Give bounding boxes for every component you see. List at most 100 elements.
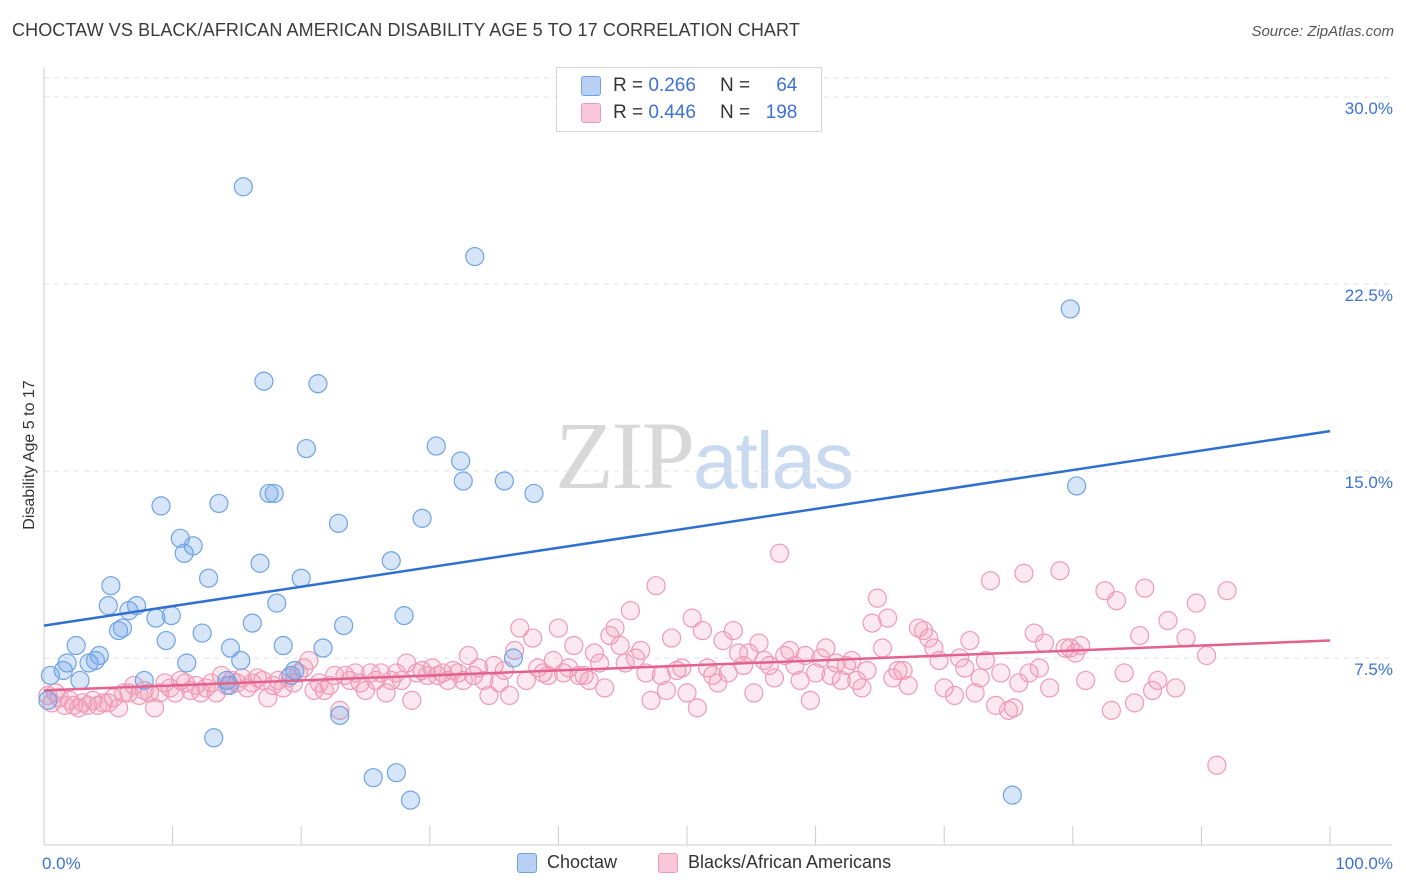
choctaw-point <box>254 371 274 391</box>
black-point <box>867 588 887 608</box>
choctaw-point <box>151 496 171 516</box>
choctaw-point <box>112 618 133 638</box>
black-point <box>980 571 1001 591</box>
black-point <box>656 680 677 701</box>
black-point <box>687 698 707 718</box>
black-point <box>811 648 831 668</box>
choctaw-point <box>412 508 432 528</box>
black-point <box>610 635 630 656</box>
choctaw-point <box>1060 299 1080 319</box>
choctaw-point <box>400 790 421 810</box>
choctaw-point <box>1002 785 1022 805</box>
n-label: N = <box>719 75 751 96</box>
black-point <box>1076 670 1096 691</box>
black-point <box>872 638 893 658</box>
black-point <box>641 690 661 710</box>
black-point <box>816 638 836 658</box>
black-point <box>661 628 682 648</box>
black-point <box>708 673 728 693</box>
black-point <box>975 650 995 671</box>
black-point <box>1148 670 1168 691</box>
black-point <box>144 698 165 718</box>
black-point <box>682 608 702 628</box>
legend-stats: R = 0.266 N = 64 R = 0.446 N = 198 <box>556 67 822 132</box>
choctaw-point <box>40 665 61 686</box>
black-point <box>998 700 1019 720</box>
choctaw-point <box>156 630 176 651</box>
black-point <box>605 618 625 638</box>
choctaw-point <box>161 606 181 626</box>
black-point <box>1186 593 1206 613</box>
black-point <box>510 618 530 638</box>
y-tick-label: 7.5% <box>1354 660 1393 679</box>
black-point <box>258 688 278 708</box>
black-point <box>744 683 764 703</box>
legend-label: Choctaw <box>547 852 618 872</box>
choctaw-point <box>273 635 293 656</box>
black-point <box>499 685 520 706</box>
black-point <box>991 663 1011 683</box>
black-point <box>402 690 422 710</box>
black-point <box>1135 578 1155 598</box>
black-point <box>764 668 785 688</box>
choctaw-point <box>183 536 203 556</box>
choctaw-point <box>394 606 414 626</box>
black-point <box>1106 591 1127 611</box>
choctaw-point <box>453 471 473 491</box>
black-point <box>479 685 499 706</box>
black-point <box>108 698 129 718</box>
black-point <box>579 670 599 691</box>
black-point <box>955 658 975 678</box>
r-label: R = <box>613 75 644 96</box>
black-point <box>458 645 478 666</box>
choctaw-point <box>1067 476 1087 496</box>
choctaw-point <box>231 650 251 671</box>
choctaw-swatch <box>581 76 601 96</box>
black-point <box>646 576 666 596</box>
black-point <box>713 630 733 651</box>
black-point <box>1050 561 1070 581</box>
legend-item-black: Blacks/African Americans <box>658 852 891 873</box>
choctaw-point <box>89 645 109 666</box>
black-point <box>559 658 579 678</box>
black-point <box>769 543 790 563</box>
black-point <box>584 643 605 663</box>
choctaw-point <box>524 483 544 504</box>
black-point <box>505 640 525 661</box>
choctaw-point <box>308 374 328 394</box>
chart-title: CHOCTAW VS BLACK/AFRICAN AMERICAN DISABI… <box>12 20 800 40</box>
black-point <box>1207 755 1227 775</box>
black-point <box>397 653 417 673</box>
choctaw-point <box>313 638 333 658</box>
legend-label: Blacks/African Americans <box>688 852 892 872</box>
y-tick-label: 30.0% <box>1345 99 1393 118</box>
black-point <box>1124 693 1145 713</box>
black-point <box>733 655 754 676</box>
choctaw-point <box>451 451 471 471</box>
black-point <box>1004 698 1024 718</box>
black-point <box>929 650 949 671</box>
black-point <box>139 683 160 703</box>
black-point <box>1024 623 1044 643</box>
black-point <box>484 655 504 676</box>
black-point <box>728 643 749 663</box>
black-point <box>723 620 743 641</box>
choctaw-point <box>217 670 237 691</box>
black-point <box>893 660 913 681</box>
black-point <box>1101 700 1121 720</box>
choctaw-swatch <box>517 852 537 873</box>
black-point <box>965 683 985 703</box>
black-point <box>533 663 553 683</box>
choctaw-point <box>57 653 77 673</box>
black-point <box>934 678 954 698</box>
black-point <box>165 683 185 703</box>
black-point <box>93 693 113 713</box>
black-point <box>1158 610 1178 631</box>
legend-series: Choctaw Blacks/African Americans <box>0 852 1406 876</box>
black-point <box>319 675 340 696</box>
source-label: Source: ZipAtlas.com <box>1251 23 1394 40</box>
black-point <box>631 640 651 661</box>
black-point <box>548 618 569 638</box>
black-point <box>1114 663 1134 683</box>
r-label: R = <box>613 102 644 123</box>
